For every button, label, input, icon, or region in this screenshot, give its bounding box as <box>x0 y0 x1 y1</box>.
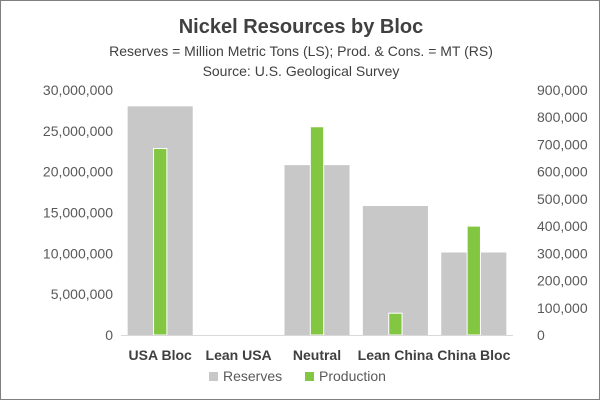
right-tick-label: 0 <box>537 327 545 343</box>
left-tick-label: 0 <box>105 327 113 343</box>
category-label: Neutral <box>293 347 341 363</box>
production-bar <box>153 148 168 336</box>
right-tick-label: 600,000 <box>537 164 588 180</box>
legend-swatch-production <box>305 372 314 381</box>
left-tick-label: 20,000,000 <box>43 164 113 180</box>
right-tick-label: 100,000 <box>537 300 588 316</box>
left-tick-label: 15,000,000 <box>43 205 113 221</box>
right-tick-label: 200,000 <box>537 273 588 289</box>
right-tick-label: 400,000 <box>537 218 588 234</box>
category-label: Lean USA <box>206 347 272 363</box>
right-tick-label: 900,000 <box>537 82 588 98</box>
right-tick-label: 800,000 <box>537 109 588 125</box>
right-axis: 0 100,000 200,000 300,000 400,000 500,000 600,… <box>537 82 588 343</box>
left-tick-label: 5,000,000 <box>51 286 113 302</box>
legend-swatch-reserves <box>209 372 218 381</box>
production-bar <box>309 126 325 336</box>
plot-area <box>127 106 507 336</box>
left-tick-label: 25,000,000 <box>43 123 113 139</box>
left-tick-label: 10,000,000 <box>43 245 113 261</box>
legend: Reserves Production <box>209 368 386 384</box>
right-tick-label: 700,000 <box>537 136 588 152</box>
x-axis: USA Bloc Lean USA Neutral Lean China China B… <box>121 335 513 363</box>
chart-source: Source: U.S. Geological Survey <box>203 63 400 79</box>
right-tick-label: 300,000 <box>537 245 588 261</box>
chart-title: Nickel Resources by Bloc <box>179 16 424 38</box>
chart-subtitle: Reserves = Million Metric Tons (LS); Pro… <box>109 43 493 59</box>
right-tick-label: 500,000 <box>537 191 588 207</box>
left-tick-label: 30,000,000 <box>43 82 113 98</box>
category-label: China Bloc <box>437 347 510 363</box>
category-label: Lean China <box>358 347 434 363</box>
production-bar <box>466 225 481 336</box>
legend-label-production: Production <box>319 368 386 384</box>
production-bar <box>388 312 403 336</box>
left-axis: 0 5,000,000 10,000,000 15,000,000 20,000,000… <box>43 82 113 343</box>
legend-label-reserves: Reserves <box>223 368 282 384</box>
category-label: USA Bloc <box>129 347 192 363</box>
